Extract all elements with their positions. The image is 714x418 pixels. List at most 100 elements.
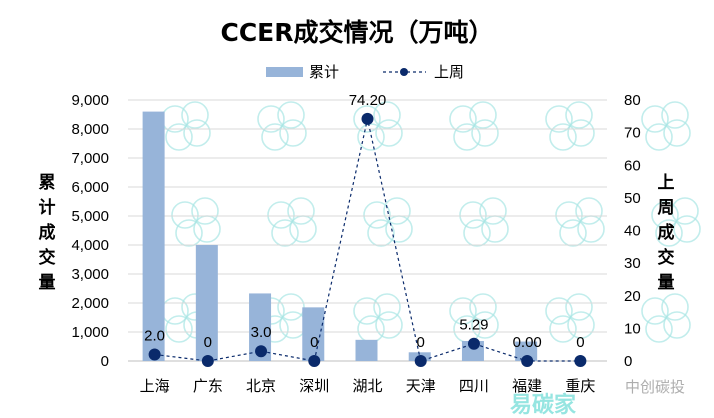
watermark-clover-petal: [373, 293, 401, 321]
y-tick-right: 50: [624, 190, 641, 207]
watermark-clover-petal: [267, 201, 295, 229]
legend-label-lastweek: 上周: [434, 64, 464, 81]
watermark-clover-petal: [449, 105, 477, 133]
y-tick-left: 0: [101, 353, 109, 370]
watermark-clover-petal: [641, 105, 669, 133]
watermark-clover-petal: [357, 123, 385, 151]
watermark-clover-petal: [279, 311, 307, 339]
watermark-clover-petal: [289, 215, 317, 243]
watermark-clover-petal: [471, 311, 499, 339]
watermark-clover-petal: [577, 215, 605, 243]
watermark-tagline: 中创碳投: [625, 379, 685, 396]
y-axis-right-ticks: 0 10 20 30 40 50 60 70 80: [624, 92, 641, 370]
y-tick-left: 9,000: [71, 92, 109, 109]
y-tick-right: 0: [624, 353, 632, 370]
bar: [142, 111, 165, 361]
watermark-clover-petal: [165, 315, 193, 343]
y-tick-left: 3,000: [71, 266, 109, 283]
line-point: [414, 355, 427, 367]
legend: 累计 上周: [266, 64, 464, 81]
watermark-clover-petal: [651, 201, 679, 229]
watermark-clover-petal: [383, 197, 411, 225]
watermark-clover-petal: [575, 197, 603, 225]
bar: [515, 341, 538, 361]
line-point: [574, 355, 587, 367]
data-label: 0.00: [513, 334, 542, 351]
watermark-clover-petal: [271, 219, 299, 247]
bar: [355, 339, 378, 361]
x-tick-label: 福建: [512, 378, 542, 395]
x-tick-label: 天津: [406, 378, 436, 395]
watermark-clover-petal: [469, 293, 497, 321]
watermark-clover-petal: [481, 215, 509, 243]
watermark-clover-petal: [655, 219, 683, 247]
y-tick-right: 80: [624, 92, 641, 109]
data-label: 5.29: [459, 317, 488, 334]
watermark-clover-petal: [567, 119, 595, 147]
data-label: 0: [576, 334, 584, 351]
data-label: 3.0: [251, 324, 272, 341]
x-tick-label: 湖北: [352, 378, 382, 395]
line-point: [467, 337, 480, 350]
y-tick-right: 40: [624, 223, 641, 240]
watermark-clover-petal: [171, 201, 199, 229]
watermark-clover-petal: [353, 297, 381, 325]
watermark-logo: 易碳家 中创碳投: [510, 379, 685, 418]
y-tick-left: 7,000: [71, 150, 109, 167]
bar: [302, 307, 325, 361]
watermark-clover-petal: [449, 297, 477, 325]
data-label: 0: [417, 334, 425, 351]
line-series-lastweek: 2.0 0 3.0 0 74.20 0 5.29 0.00 0: [144, 92, 587, 367]
watermark-clover-petal: [545, 105, 573, 133]
watermark-clover-petal: [277, 293, 305, 321]
watermark-clover-petal: [565, 293, 593, 321]
watermark-clover-petal: [663, 311, 691, 339]
y-axis-label-right: 上周成交量: [658, 173, 675, 292]
watermark-clover-petal: [549, 123, 577, 151]
y-tick-left: 4,000: [71, 237, 109, 254]
watermark-clover-petal: [257, 105, 285, 133]
watermark-clover-petal: [277, 101, 305, 129]
watermark-clover-petal: [459, 201, 487, 229]
watermark-clover-petal: [375, 119, 403, 147]
watermark-clover-petal: [363, 201, 391, 229]
watermark-clover-petal: [463, 219, 491, 247]
watermark-clover-petal: [373, 101, 401, 129]
bar: [195, 245, 218, 361]
watermark-clover-petal: [367, 219, 395, 247]
data-label: 74.20: [349, 92, 387, 109]
watermark-clover-petal: [261, 123, 289, 151]
watermark-clover-petal: [375, 311, 403, 339]
watermark-clover-petal: [469, 101, 497, 129]
watermark-clover-petal: [555, 201, 583, 229]
watermark-clover-petal: [663, 119, 691, 147]
legend-swatch-lastweek-marker: [400, 68, 408, 76]
y-tick-right: 10: [624, 320, 641, 337]
watermark-clover-petal: [567, 311, 595, 339]
y-tick-left: 6,000: [71, 179, 109, 196]
watermark-clover-petal: [545, 297, 573, 325]
watermark-clover-petal: [661, 101, 689, 129]
watermark-clover-petal: [279, 119, 307, 147]
x-tick-label: 广东: [193, 378, 223, 395]
line-point: [201, 355, 214, 367]
watermark-clover-petal: [453, 123, 481, 151]
line-point: [148, 348, 161, 361]
watermark-clover-petal: [549, 315, 577, 343]
y-tick-right: 60: [624, 157, 641, 174]
y-axis-label-left: 累计成交量: [39, 173, 56, 292]
y-tick-right: 70: [624, 125, 641, 142]
watermark-clover-petal: [565, 101, 593, 129]
watermark-clover-petal: [641, 297, 669, 325]
legend-swatch-cumulative: [266, 67, 303, 77]
bar-series-cumulative: [142, 111, 538, 361]
x-tick-label: 深圳: [299, 378, 329, 395]
watermark-clover-petal: [559, 219, 587, 247]
data-label: 0: [204, 334, 212, 351]
y-tick-right: 20: [624, 288, 641, 305]
x-tick-label: 北京: [246, 378, 276, 395]
watermark-clover-petal: [353, 105, 381, 133]
line-point: [255, 345, 268, 358]
watermark-clover-petal: [287, 197, 315, 225]
